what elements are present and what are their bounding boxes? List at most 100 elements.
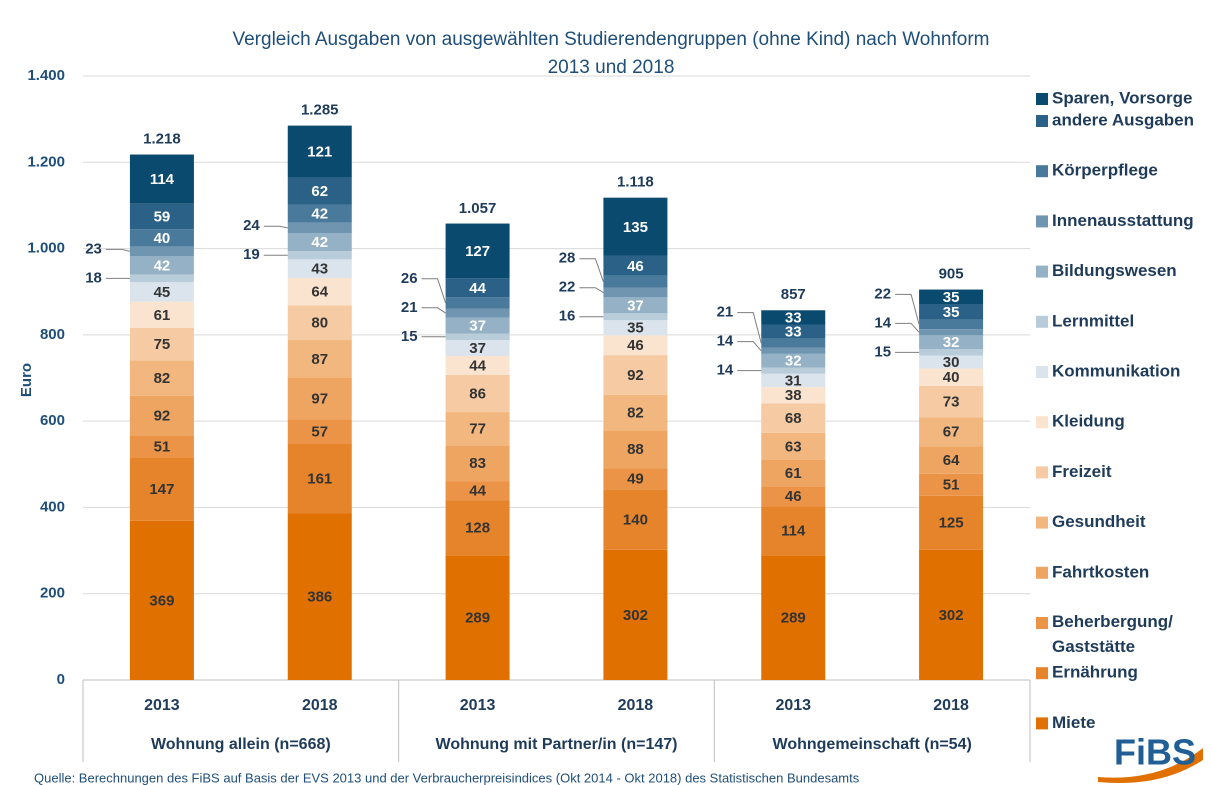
value-label: 32 <box>785 353 802 370</box>
bar-segment <box>287 251 352 260</box>
value-label: 19 <box>243 246 260 263</box>
leader-line <box>579 258 604 282</box>
value-label: 33 <box>785 324 802 341</box>
value-label: 135 <box>623 219 648 236</box>
value-label: 15 <box>401 328 418 345</box>
value-label: 57 <box>311 424 328 441</box>
bar-segment <box>761 353 826 368</box>
bar-segment <box>445 555 510 680</box>
bar-segment <box>919 319 984 330</box>
value-label: 88 <box>627 441 644 458</box>
bar-segment <box>919 349 984 356</box>
bar-segment <box>761 555 826 680</box>
value-label: 97 <box>311 390 328 407</box>
bar-segment <box>919 368 984 386</box>
legend-label: Sparen, Vorsorge <box>1052 88 1192 107</box>
bar-segment <box>445 308 510 318</box>
leader-line <box>421 307 446 314</box>
bar-segment <box>919 289 984 305</box>
bar-segment <box>919 549 984 680</box>
legend-marker <box>1036 617 1048 629</box>
bar-segment <box>919 473 984 496</box>
bar-segment <box>603 297 668 314</box>
group-label: Wohngemeinschaft (n=54) <box>773 736 972 753</box>
bar-segment <box>287 204 352 223</box>
legend-marker <box>1036 717 1048 730</box>
value-label: 38 <box>785 387 802 404</box>
bar-segment <box>761 506 826 556</box>
x-tick-label: 2018 <box>302 697 338 714</box>
legend-label: Lernmittel <box>1052 311 1134 330</box>
bar-segment <box>129 154 194 204</box>
legend-label: Freizeit <box>1052 462 1112 481</box>
legend-label: Bildungswesen <box>1052 261 1177 280</box>
value-label: 43 <box>311 261 328 278</box>
value-label: 73 <box>943 393 960 410</box>
legend-marker <box>1036 566 1048 579</box>
value-label: 302 <box>939 607 964 624</box>
bar-segment <box>445 340 510 356</box>
group-label: Wohnung mit Partner/in (n=147) <box>436 736 678 753</box>
logo: FiBS <box>1114 732 1196 773</box>
y-tick-label: 1.400 <box>27 67 65 84</box>
leader-line <box>895 322 920 333</box>
bar-segment <box>129 435 194 458</box>
bar-segment <box>445 278 510 298</box>
legend-label: Innenausstattung <box>1052 211 1194 230</box>
value-label: 51 <box>943 477 960 494</box>
value-label: 140 <box>623 511 648 528</box>
bar-segment <box>761 310 826 325</box>
bar-segment <box>603 430 668 469</box>
value-label: 61 <box>785 465 802 482</box>
bar-segment <box>445 374 510 413</box>
value-label: 68 <box>785 410 802 427</box>
value-label: 67 <box>943 424 960 441</box>
value-label: 49 <box>627 471 644 488</box>
legend-marker <box>1036 516 1048 529</box>
value-label: 82 <box>154 370 171 387</box>
value-label: 77 <box>469 421 486 438</box>
y-tick-label: 600 <box>40 412 65 429</box>
value-label: 64 <box>311 284 328 301</box>
bar-segment <box>919 417 984 447</box>
legend-marker <box>1036 115 1048 127</box>
value-label: 75 <box>154 336 171 353</box>
value-label: 40 <box>943 369 960 386</box>
value-label: 22 <box>874 285 891 302</box>
value-label: 92 <box>154 408 171 425</box>
value-label: 87 <box>311 351 328 368</box>
bar-segment <box>445 223 510 279</box>
value-label: 125 <box>939 515 964 532</box>
bar-segment <box>445 355 510 375</box>
value-label: 44 <box>469 483 486 500</box>
legend-marker <box>1036 265 1048 278</box>
bar-segment <box>919 335 984 350</box>
bar-segment <box>129 256 194 275</box>
legend-label: andere Ausgaben <box>1052 110 1194 129</box>
x-tick-label: 2018 <box>933 697 969 714</box>
legend-marker <box>1036 315 1048 328</box>
value-label: 45 <box>154 284 171 301</box>
leader-line <box>895 293 920 325</box>
legend-label: Ernährung <box>1052 663 1138 682</box>
bar-segment <box>129 229 194 247</box>
bar-segment <box>761 338 826 348</box>
y-tick-label: 200 <box>40 585 65 602</box>
value-label: 46 <box>785 488 802 505</box>
value-label: 61 <box>154 307 171 324</box>
value-label: 114 <box>150 171 175 188</box>
bar-segment <box>761 373 826 388</box>
value-label: 289 <box>465 610 490 627</box>
value-label: 26 <box>401 270 418 287</box>
bar-segment <box>603 335 668 356</box>
bar-segment <box>129 203 194 230</box>
chart-subtitle: 2013 und 2018 <box>548 57 675 78</box>
value-label: 92 <box>627 367 644 384</box>
value-label: 63 <box>785 438 802 455</box>
value-label: 32 <box>943 334 960 351</box>
value-label: 22 <box>559 279 576 296</box>
value-label: 121 <box>307 144 332 161</box>
leader-line <box>579 287 604 294</box>
value-label: 51 <box>154 438 171 455</box>
legend-marker <box>1036 416 1048 429</box>
